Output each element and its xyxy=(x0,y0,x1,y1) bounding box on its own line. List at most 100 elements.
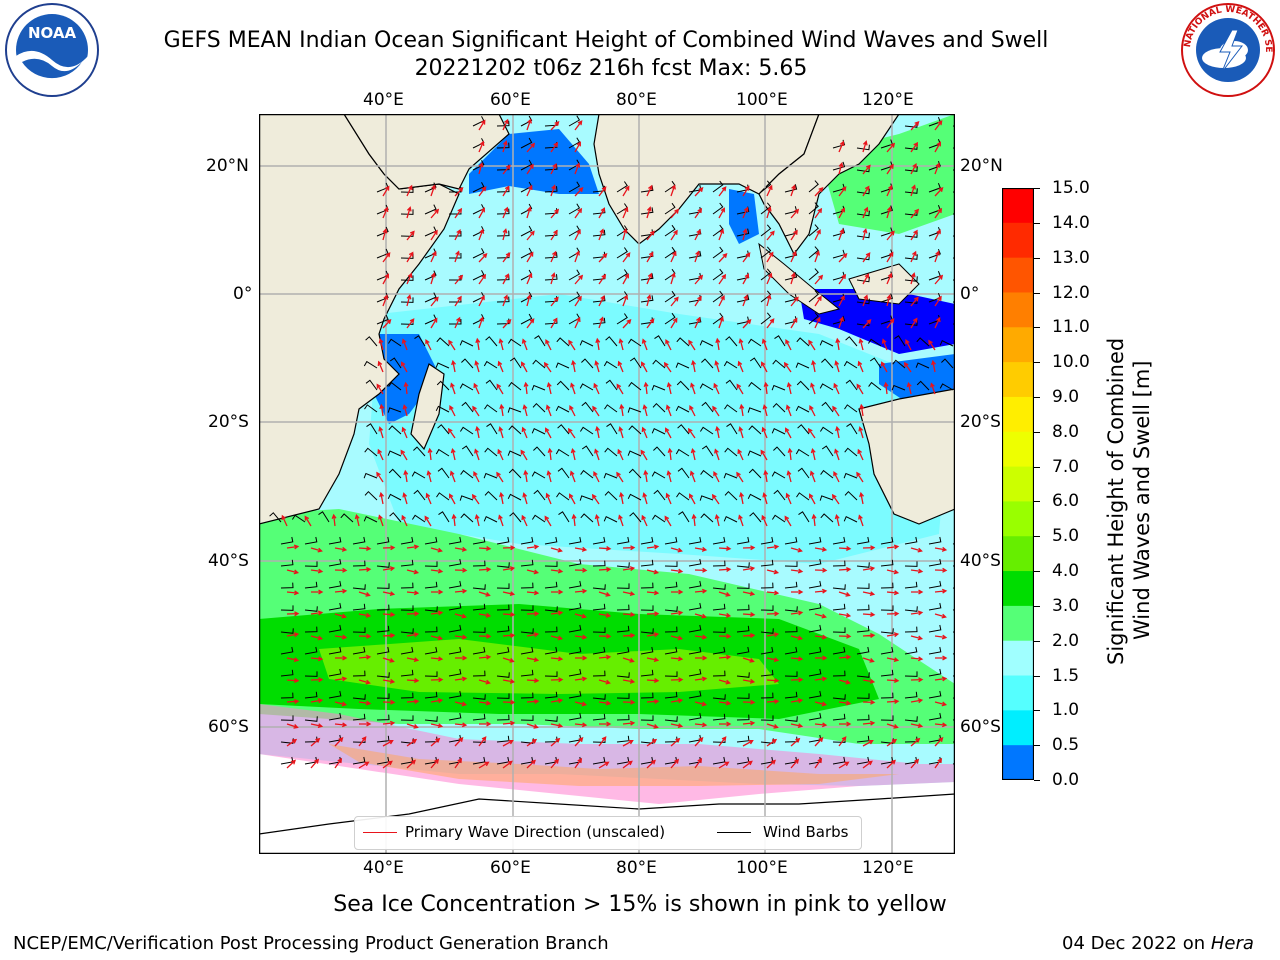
wave-direction-arrow xyxy=(574,228,581,241)
wave-direction-arrow xyxy=(670,635,684,641)
wave-direction-arrow xyxy=(522,492,528,505)
wind-barb xyxy=(773,489,786,501)
wave-direction-arrow xyxy=(622,566,636,572)
wave-direction-arrow xyxy=(478,700,492,706)
wave-direction-arrow xyxy=(478,207,485,219)
arabian-sea-calm xyxy=(469,129,599,194)
wave-direction-arrow xyxy=(785,427,792,439)
wind-barb xyxy=(616,625,630,633)
wind-barb xyxy=(760,669,774,677)
wave-direction-arrow xyxy=(934,316,941,329)
wind-barb xyxy=(448,712,462,721)
wave-direction-arrow xyxy=(785,492,792,505)
wave-direction-arrow xyxy=(622,545,636,551)
wave-direction-arrow xyxy=(523,469,529,483)
wind-barb xyxy=(424,204,437,215)
wind-barb xyxy=(808,580,822,589)
wave-direction-arrow xyxy=(834,448,840,461)
wind-barb xyxy=(760,715,774,721)
wave-direction-arrow xyxy=(910,141,919,153)
wave-direction-arrow xyxy=(622,273,629,285)
wave-direction-arrow xyxy=(718,736,727,747)
wind-barb xyxy=(904,536,918,545)
wave-direction-arrow xyxy=(742,720,756,726)
wind-barb xyxy=(808,602,822,611)
wave-direction-arrow xyxy=(859,403,865,417)
wave-direction-arrow xyxy=(643,469,649,483)
wind-barb xyxy=(688,580,702,589)
wave-direction-arrow xyxy=(526,611,540,617)
wind-barb xyxy=(664,536,678,545)
wave-direction-arrow xyxy=(718,633,732,639)
wave-direction-arrow xyxy=(834,513,840,527)
wind-barb xyxy=(304,606,318,612)
wind-barb xyxy=(389,357,402,369)
wind-barb xyxy=(832,315,846,325)
wind-barb xyxy=(652,402,666,413)
wave-direction-arrow xyxy=(666,381,672,395)
wind-barb xyxy=(760,536,774,545)
lat-tick-left-1: 0° xyxy=(233,284,253,304)
wave-direction-arrow xyxy=(694,613,707,619)
wind-barb xyxy=(712,224,724,237)
wave-direction-arrow xyxy=(550,121,560,131)
wave-direction-arrow xyxy=(694,676,708,682)
wind-barb xyxy=(581,358,594,369)
wind-barb xyxy=(760,692,774,699)
wind-barb xyxy=(821,445,834,457)
wind-barb xyxy=(712,536,726,545)
wave-direction-arrow xyxy=(543,361,552,373)
wind-barb xyxy=(364,404,378,413)
wave-direction-arrow xyxy=(934,737,944,747)
wind-barb xyxy=(916,380,930,391)
wave-direction-arrow xyxy=(478,546,492,551)
wave-direction-arrow xyxy=(526,294,532,307)
wave-direction-arrow xyxy=(862,678,876,684)
wave-direction-arrow xyxy=(478,294,485,307)
wave-direction-arrow xyxy=(835,425,840,439)
wind-barb xyxy=(736,228,750,237)
wave-direction-arrow xyxy=(713,470,720,483)
colorbar-swatch xyxy=(1002,222,1034,259)
wave-direction-arrow xyxy=(886,759,896,769)
wind-barb xyxy=(724,490,738,501)
wave-direction-arrow xyxy=(737,448,744,461)
wind-barb xyxy=(760,646,774,655)
wind-barb xyxy=(304,581,318,589)
wave-direction-arrow xyxy=(694,228,701,241)
wave-direction-arrow xyxy=(376,383,384,395)
colorbar-swatch xyxy=(1002,292,1034,328)
wind-barb xyxy=(509,512,522,523)
wave-direction-arrow xyxy=(790,250,797,263)
wind-barb xyxy=(400,715,414,721)
wind-barb xyxy=(688,712,702,721)
wave-direction-arrow xyxy=(598,253,608,263)
colorbar-tick-label: 4.0 xyxy=(1052,561,1080,582)
wave-direction-arrow xyxy=(358,612,372,618)
wave-direction-arrow xyxy=(763,469,769,483)
wind-barb xyxy=(928,624,942,633)
wind-barb xyxy=(424,536,438,545)
wave-direction-arrow xyxy=(622,720,636,726)
wave-direction-arrow xyxy=(478,162,484,175)
wind-barb xyxy=(424,691,438,699)
colorbar-swatch xyxy=(1002,257,1034,293)
wind-barb xyxy=(748,425,762,435)
wave-direction-arrow xyxy=(622,206,629,219)
wind-barb xyxy=(364,490,378,501)
wind-barb xyxy=(280,669,294,677)
wave-direction-arrow xyxy=(886,590,900,596)
wave-direction-arrow xyxy=(742,740,754,747)
wave-direction-arrow xyxy=(310,656,324,662)
colorbar-tick-mark xyxy=(1034,466,1040,468)
wind-barb xyxy=(616,672,630,678)
wave-direction-arrow xyxy=(646,738,658,747)
wind-barb xyxy=(819,495,834,501)
wind-barb xyxy=(424,646,438,655)
wind-barb xyxy=(688,646,702,655)
wind-barb xyxy=(664,312,676,325)
wave-direction-arrow xyxy=(406,723,419,729)
wind-barb xyxy=(400,582,414,589)
wave-direction-arrow xyxy=(670,250,677,263)
wind-barb xyxy=(856,298,870,305)
